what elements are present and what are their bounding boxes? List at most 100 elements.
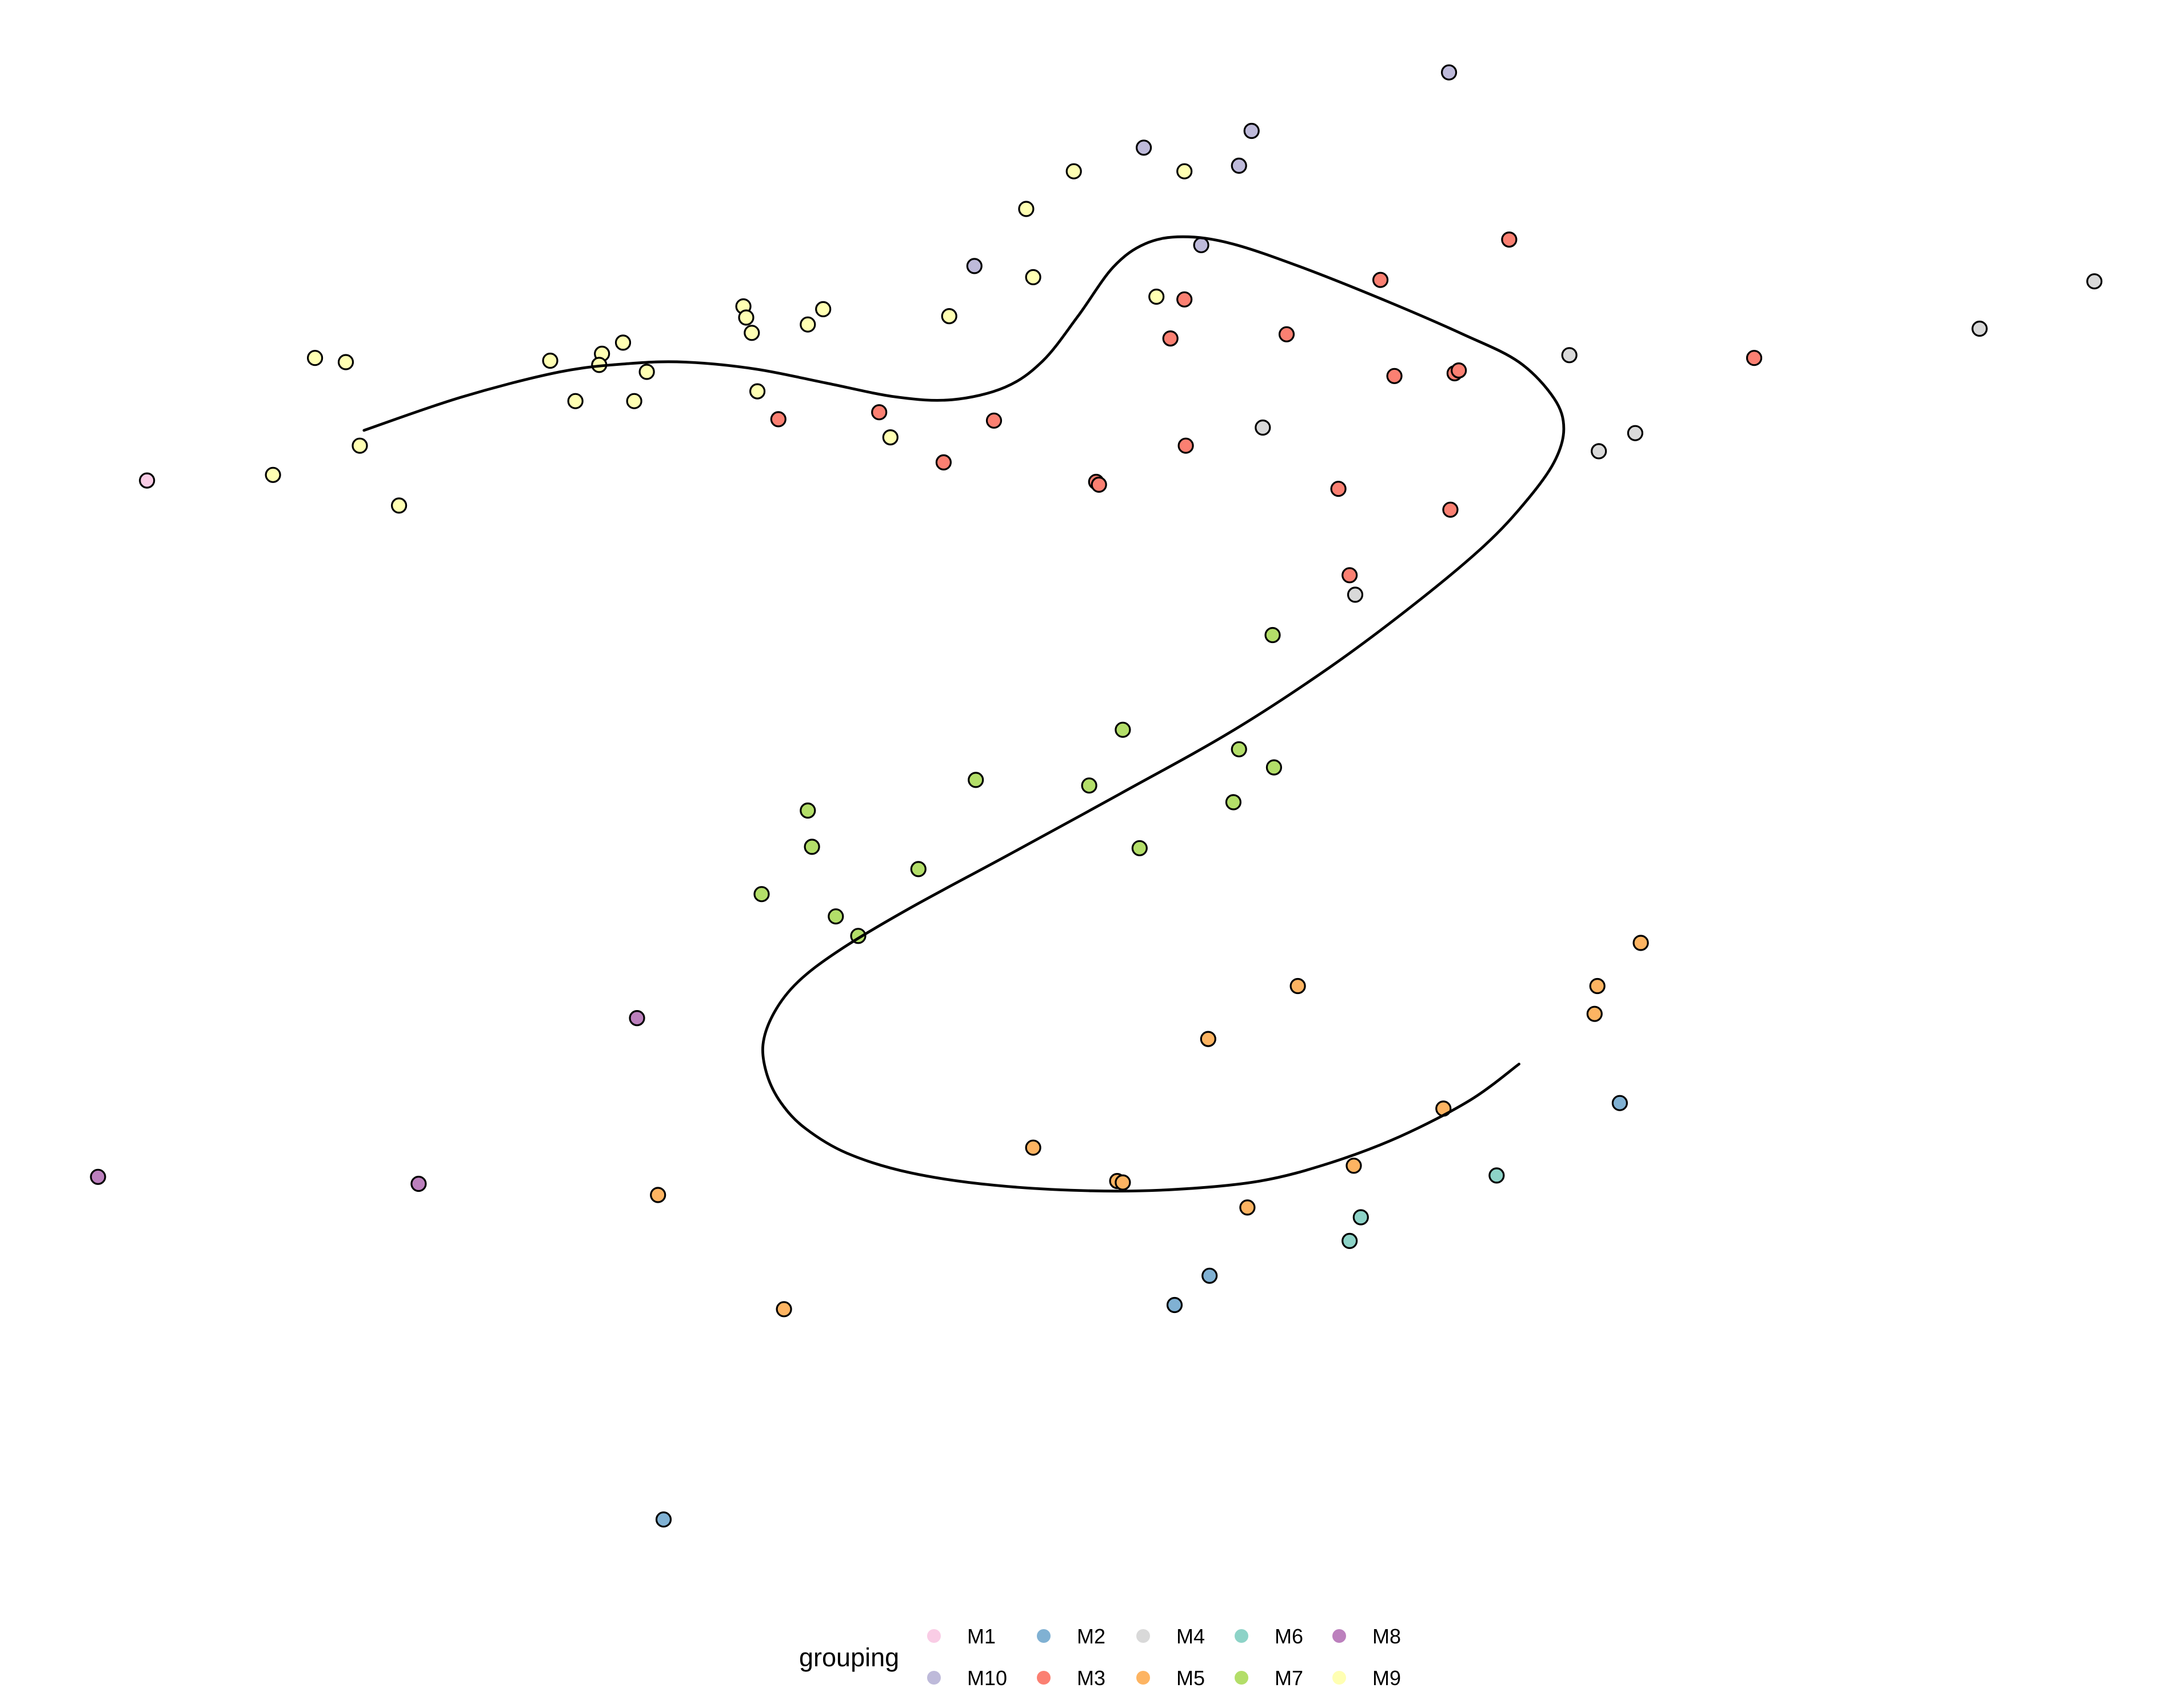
data-point-m5-5	[1200, 1031, 1216, 1047]
data-point-m2-1	[1611, 1095, 1628, 1111]
data-point-m7-2	[1115, 721, 1131, 738]
legend-label-m6: M6	[1275, 1625, 1303, 1648]
data-point-m9-8	[738, 309, 754, 326]
trajectory-curve	[362, 235, 1566, 1193]
data-point-m5-2	[1589, 977, 1606, 995]
data-point-m7-7	[1225, 794, 1241, 811]
data-point-m9-9	[941, 308, 957, 325]
data-point-m5-11	[1239, 1199, 1256, 1216]
legend-key-m7	[1235, 1671, 1248, 1685]
data-point-m9-11	[744, 325, 760, 341]
data-point-m10-6	[1193, 237, 1209, 253]
legend-key-m6	[1235, 1629, 1248, 1643]
data-point-m9-14	[306, 350, 324, 366]
legend-label-m5: M5	[1176, 1666, 1205, 1688]
data-point-m3-16	[1091, 476, 1107, 493]
data-point-m5-4	[1289, 977, 1306, 995]
data-point-m3-11	[871, 404, 888, 421]
data-point-m3-4	[1278, 326, 1295, 342]
data-point-m4-5	[1627, 425, 1643, 441]
data-point-m7-3	[1231, 741, 1247, 757]
legend: grouping M1 M10 M2 M3 M4 M5 M6 M7 M8 M9	[799, 1625, 1401, 1688]
data-point-m9-23	[352, 437, 368, 454]
data-point-m7-6	[1081, 777, 1097, 794]
legend-key-m8	[1332, 1629, 1346, 1643]
legend-key-m9	[1332, 1671, 1346, 1685]
data-point-m7-1	[1264, 626, 1281, 644]
legend-label-m7: M7	[1275, 1666, 1303, 1688]
data-point-m7-8	[800, 802, 816, 819]
data-point-m4-7	[1347, 586, 1364, 603]
data-point-m6-3	[1341, 1232, 1358, 1249]
data-point-m3-5	[1162, 330, 1179, 347]
plot-area	[90, 64, 2103, 1528]
data-point-m7-10	[1131, 840, 1148, 856]
data-point-m5-12	[650, 1187, 666, 1203]
legend-label-m1: M1	[967, 1625, 996, 1648]
data-point-m1-1	[139, 472, 155, 489]
data-point-m7-13	[828, 908, 844, 925]
data-point-m3-19	[1341, 567, 1358, 584]
data-point-m6-1	[1488, 1167, 1505, 1184]
data-point-m9-16	[542, 352, 558, 369]
legend-key-m10	[927, 1671, 941, 1685]
data-point-m3-9	[1746, 350, 1763, 366]
data-point-m10-4	[1231, 157, 1247, 174]
data-point-m2-3	[1166, 1296, 1183, 1314]
data-point-m5-3	[1586, 1005, 1603, 1022]
legend-label-m10: M10	[967, 1666, 1007, 1688]
data-point-m6-2	[1352, 1209, 1369, 1226]
data-point-m9-19	[749, 383, 766, 400]
data-point-m3-18	[1442, 501, 1459, 518]
data-point-m3-6	[1386, 368, 1403, 384]
data-point-m3-2	[1372, 272, 1389, 288]
data-point-m9-24	[265, 466, 281, 483]
data-point-m3-12	[985, 412, 1003, 429]
data-point-m7-9	[804, 839, 820, 855]
data-point-m4-1	[2086, 273, 2103, 290]
data-point-m7-4	[1265, 759, 1282, 776]
data-point-m10-1	[1441, 64, 1458, 81]
legend-title: grouping	[799, 1643, 899, 1672]
data-point-m2-4	[655, 1511, 672, 1528]
legend-key-m4	[1136, 1629, 1150, 1643]
data-point-m3-8	[1451, 362, 1467, 379]
data-point-m5-7	[1025, 1139, 1041, 1156]
data-point-m4-3	[1561, 347, 1578, 364]
data-point-m9-12	[614, 334, 632, 351]
data-point-m9-25	[390, 497, 408, 514]
data-point-m5-10	[1345, 1158, 1362, 1174]
data-point-m4-6	[1591, 443, 1607, 460]
legend-label-m2: M2	[1077, 1625, 1105, 1648]
data-point-m5-13	[776, 1301, 792, 1318]
legend-key-m3	[1037, 1671, 1051, 1685]
data-point-m8-1	[629, 1009, 645, 1027]
legend-key-m2	[1037, 1629, 1051, 1643]
data-point-m7-12	[753, 886, 770, 903]
data-point-m3-17	[1330, 481, 1347, 497]
data-point-m9-22	[882, 429, 899, 446]
data-point-m9-3	[1018, 201, 1035, 217]
data-point-m9-18	[638, 364, 655, 380]
legend-key-m5	[1136, 1671, 1150, 1685]
data-point-m9-21	[626, 393, 642, 409]
legend-label-m4: M4	[1176, 1625, 1205, 1648]
data-point-m3-3	[1176, 291, 1193, 308]
data-point-m7-11	[910, 861, 927, 877]
legend-label-m8: M8	[1372, 1625, 1401, 1648]
data-point-m4-4	[1255, 419, 1271, 436]
data-point-m5-9	[1115, 1174, 1131, 1191]
data-point-m3-10	[770, 411, 786, 428]
data-point-m7-5	[968, 772, 984, 788]
data-point-m3-1	[1501, 232, 1518, 248]
data-point-m9-5	[1148, 288, 1165, 305]
data-point-m10-3	[1243, 122, 1260, 139]
data-point-m3-14	[935, 454, 952, 471]
data-point-m5-1	[1632, 935, 1649, 951]
data-point-m8-3	[410, 1175, 427, 1192]
data-point-m3-13	[1177, 437, 1194, 454]
data-point-m10-2	[1135, 139, 1152, 156]
legend-key-m1	[927, 1629, 941, 1643]
data-point-m2-2	[1201, 1267, 1218, 1284]
